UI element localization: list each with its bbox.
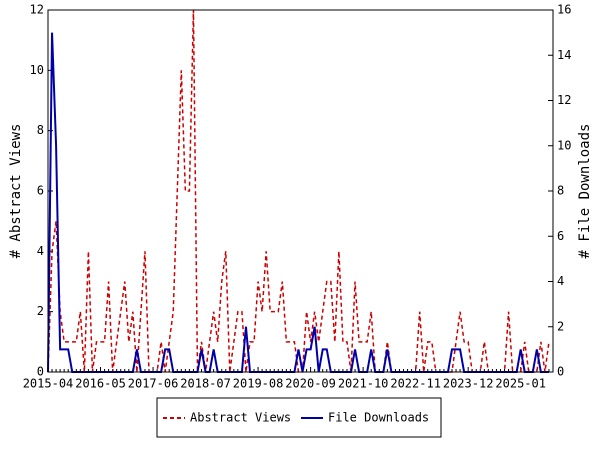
y2-tick-label: 10 — [557, 138, 571, 152]
x-tick-label: 2021-10 — [338, 377, 389, 391]
y-tick-label: 10 — [30, 63, 44, 77]
y2-tick-label: 8 — [557, 184, 564, 198]
y2-tick-label: 6 — [557, 229, 564, 243]
x-tick-label: 2023-12 — [443, 377, 494, 391]
y2-tick-label: 12 — [557, 93, 571, 107]
legend — [156, 397, 442, 438]
y-tick-label: 0 — [37, 365, 44, 379]
y-axis-title: # Abstract Views — [8, 124, 24, 259]
y-tick-label: 12 — [30, 3, 44, 17]
x-tick-label: 2019-08 — [233, 377, 284, 391]
x-tick-label: 2017-06 — [128, 377, 179, 391]
y-tick-label: 2 — [37, 304, 44, 318]
x-tick-label: 2025-01 — [495, 377, 546, 391]
y-tick-label: 8 — [37, 123, 44, 137]
y-tick-label: 4 — [37, 244, 44, 258]
y2-tick-label: 16 — [557, 3, 571, 17]
y-tick-label: 6 — [37, 184, 44, 198]
y2-tick-label: 14 — [557, 48, 571, 62]
y2-axis-title: # File Downloads — [577, 124, 593, 259]
x-tick-label: 2020-09 — [285, 377, 336, 391]
x-tick-label: 2018-07 — [180, 377, 231, 391]
y2-tick-label: 4 — [557, 274, 564, 288]
legend-label: File Downloads — [328, 411, 429, 425]
x-tick-label: 2015-04 — [23, 377, 74, 391]
y2-tick-label: 2 — [557, 319, 564, 333]
x-tick-label: 2022-11 — [390, 377, 441, 391]
x-tick-label: 2016-05 — [75, 377, 126, 391]
legend-label: Abstract Views — [190, 411, 291, 425]
y2-tick-label: 0 — [557, 365, 564, 379]
plot-frame — [47, 9, 554, 373]
